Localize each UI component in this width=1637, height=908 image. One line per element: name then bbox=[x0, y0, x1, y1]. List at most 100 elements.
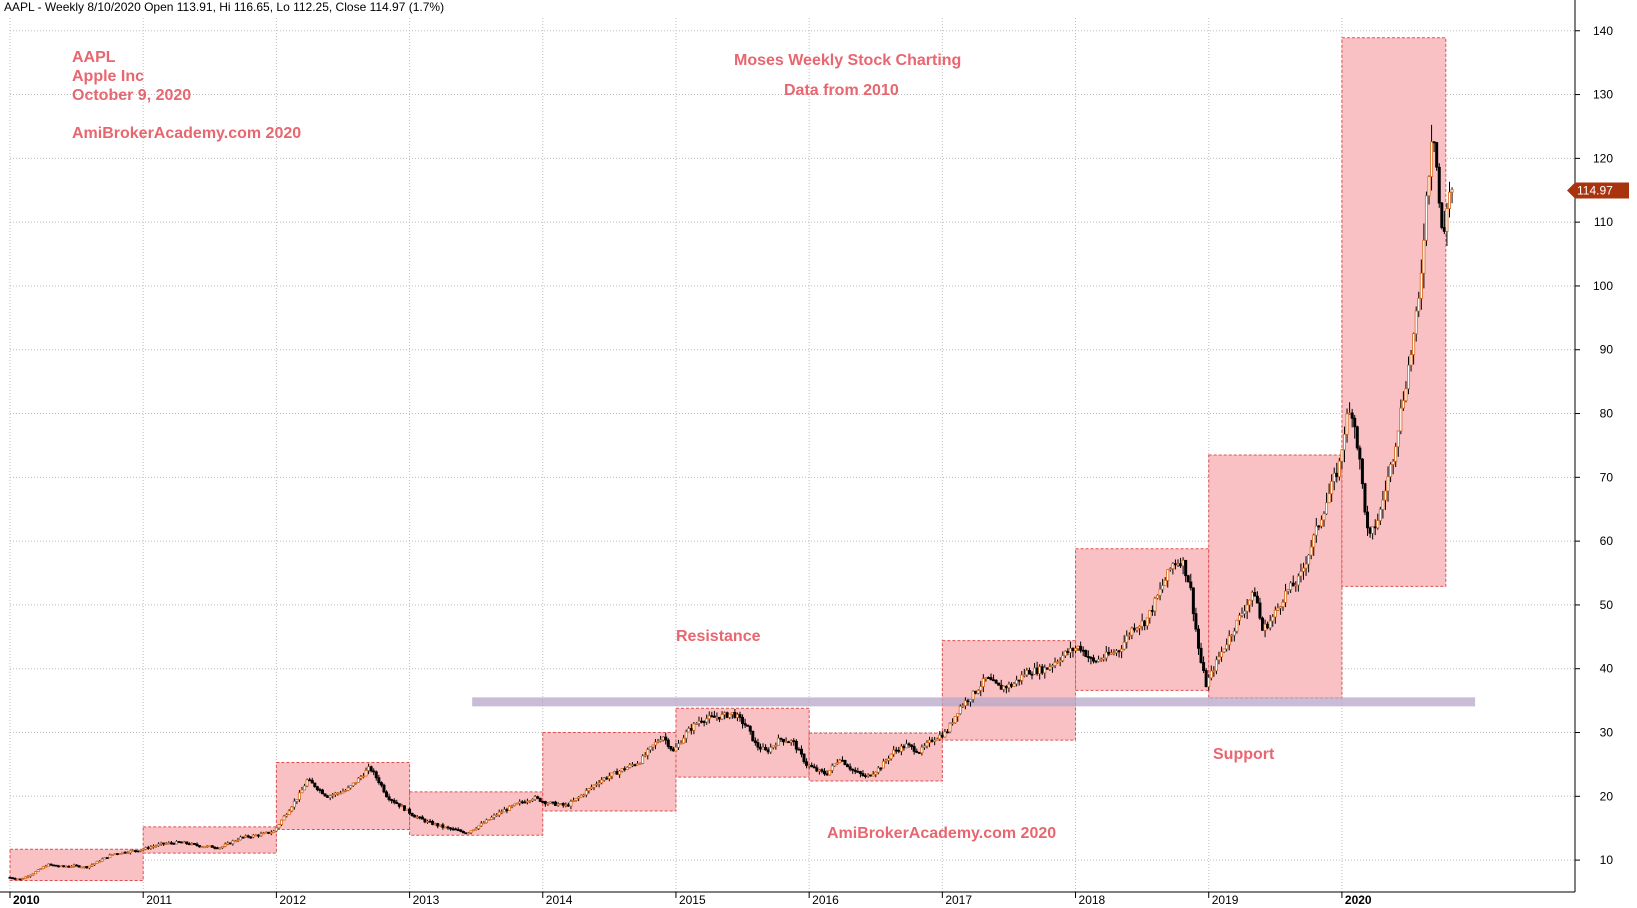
candle-up bbox=[1286, 589, 1290, 592]
candle-up bbox=[597, 782, 601, 785]
candle-up bbox=[610, 772, 614, 777]
candle-up bbox=[1020, 674, 1024, 681]
candle-up bbox=[274, 827, 278, 832]
candle-down bbox=[1179, 563, 1183, 567]
candle-up bbox=[1099, 658, 1103, 661]
candle-up bbox=[1399, 407, 1403, 432]
candle-up bbox=[1325, 502, 1329, 515]
candle-down bbox=[1017, 679, 1021, 682]
candle-up bbox=[1281, 601, 1285, 608]
candle-up bbox=[1312, 534, 1316, 548]
candle-up bbox=[497, 811, 501, 816]
candle-up bbox=[1414, 310, 1418, 335]
candle-up bbox=[126, 852, 130, 855]
candle-down bbox=[1150, 610, 1154, 612]
candle-up bbox=[482, 822, 486, 825]
y-tick-label: 130 bbox=[1593, 88, 1613, 102]
candle-down bbox=[764, 747, 768, 751]
candle-up bbox=[1217, 656, 1221, 661]
candle-up bbox=[956, 713, 960, 717]
candle-up bbox=[556, 803, 560, 806]
candle-down bbox=[431, 821, 435, 825]
candle-up bbox=[1345, 413, 1349, 435]
candle-up bbox=[1427, 176, 1431, 197]
candle-down bbox=[1373, 526, 1377, 529]
candle-up bbox=[1276, 607, 1280, 611]
candle-up bbox=[1058, 660, 1062, 663]
candle-up bbox=[1419, 272, 1423, 299]
candle-down bbox=[997, 682, 1001, 686]
candle-up bbox=[221, 845, 225, 849]
candle-down bbox=[1089, 657, 1093, 659]
candle-down bbox=[1432, 141, 1436, 144]
candle-down bbox=[1045, 667, 1049, 670]
candle-up bbox=[1371, 526, 1375, 534]
candle-up bbox=[646, 749, 650, 756]
candle-up bbox=[653, 741, 657, 746]
candle-up bbox=[141, 848, 145, 851]
candle-down bbox=[1366, 511, 1370, 529]
candle-up bbox=[507, 805, 511, 811]
x-tick-label: 2010 bbox=[13, 893, 40, 907]
candle-up bbox=[817, 769, 821, 772]
candle-up bbox=[510, 805, 514, 808]
candle-down bbox=[536, 796, 540, 799]
candle-down bbox=[725, 712, 729, 718]
candle-up bbox=[1422, 239, 1426, 274]
candle-up bbox=[433, 823, 437, 826]
candle-down bbox=[823, 770, 827, 775]
candle-down bbox=[318, 789, 322, 792]
candle-down bbox=[520, 801, 524, 804]
candle-up bbox=[1038, 666, 1042, 674]
candle-down bbox=[856, 770, 860, 773]
candle-down bbox=[802, 753, 806, 763]
candle-up bbox=[1056, 661, 1060, 664]
candle-up bbox=[1271, 616, 1275, 622]
candle-down bbox=[797, 748, 801, 751]
candle-up bbox=[1076, 645, 1080, 649]
candle-up bbox=[59, 865, 63, 868]
candle-up bbox=[359, 776, 363, 779]
candle-up bbox=[697, 720, 701, 724]
candle-up bbox=[1407, 364, 1411, 390]
candle-up bbox=[1222, 648, 1226, 653]
candle-down bbox=[843, 759, 847, 766]
candle-down bbox=[372, 770, 376, 773]
candle-up bbox=[1307, 554, 1311, 565]
candle-up bbox=[589, 786, 593, 790]
candle-up bbox=[469, 830, 473, 834]
candle-down bbox=[1202, 662, 1206, 671]
candle-down bbox=[308, 779, 312, 782]
candle-up bbox=[1232, 630, 1236, 636]
candle-up bbox=[694, 723, 698, 725]
candle-up bbox=[226, 842, 230, 845]
candle-up bbox=[531, 798, 535, 802]
candle-up bbox=[1294, 584, 1298, 587]
candle-down bbox=[846, 764, 850, 768]
candle-up bbox=[367, 766, 371, 771]
candle-up bbox=[928, 739, 932, 744]
candle-down bbox=[67, 865, 71, 868]
candle-down bbox=[326, 795, 330, 798]
candle-down bbox=[1353, 417, 1357, 428]
candle-down bbox=[1030, 673, 1034, 676]
candle-up bbox=[280, 819, 284, 825]
candle-down bbox=[1255, 595, 1259, 604]
candle-down bbox=[1107, 651, 1111, 655]
candle-up bbox=[528, 800, 532, 803]
company-label: Apple Inc bbox=[72, 68, 145, 85]
candle-up bbox=[1301, 567, 1305, 572]
candle-down bbox=[994, 679, 998, 684]
candle-up bbox=[1104, 651, 1108, 659]
candle-down bbox=[915, 750, 919, 753]
candle-up bbox=[139, 849, 143, 852]
candle-up bbox=[64, 865, 68, 868]
candle-up bbox=[559, 803, 563, 805]
candle-down bbox=[413, 815, 417, 818]
candle-up bbox=[285, 814, 289, 817]
candle-up bbox=[1404, 388, 1408, 402]
candle-up bbox=[1240, 613, 1244, 616]
range-box-2019 bbox=[1208, 454, 1343, 699]
candle-up bbox=[36, 869, 40, 873]
candle-up bbox=[546, 802, 550, 805]
